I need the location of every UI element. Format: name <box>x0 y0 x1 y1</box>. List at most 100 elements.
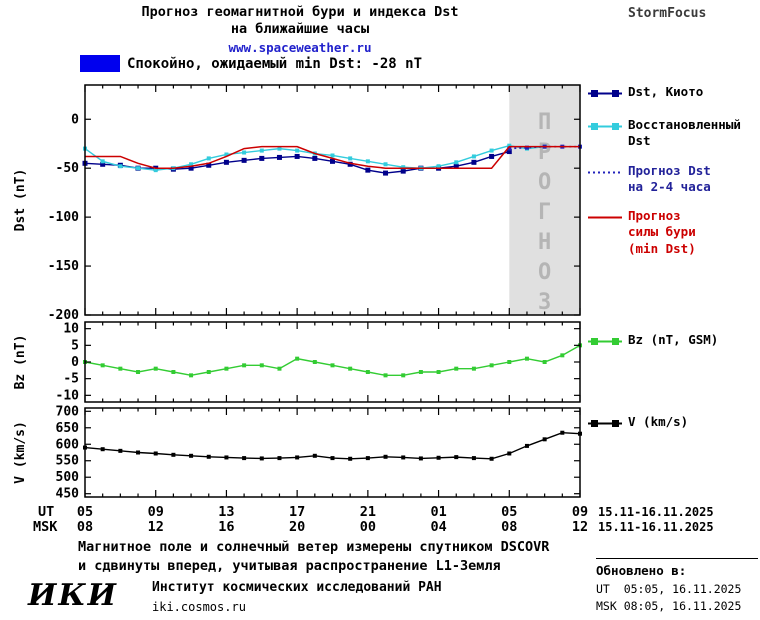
marker-v <box>171 452 176 457</box>
marker-v <box>542 437 547 442</box>
marker-dst-kyoto <box>276 154 282 160</box>
marker-bz <box>206 370 211 374</box>
marker-recon-dst <box>153 168 158 173</box>
data-source-note-line1: Магнитное поле и солнечный ветер измерен… <box>78 539 550 555</box>
panel-frame <box>84 407 581 498</box>
marker-v <box>277 456 282 461</box>
marker-dst-kyoto <box>241 157 247 163</box>
marker-dst-kyoto <box>100 161 106 167</box>
chart-legend: Dst, Киото Восстановленный Dst Прогноз D… <box>588 84 760 257</box>
marker-dst-kyoto <box>330 158 335 164</box>
legend-label-bz: Bz (nT, GSM) <box>628 332 719 347</box>
marker-forecast-dst <box>524 145 529 150</box>
marker-v <box>560 430 565 435</box>
ut-tick-label: 17 <box>289 504 305 520</box>
legend-label-v: V (km/s) <box>628 414 689 429</box>
marker-dst-kyoto <box>400 168 406 174</box>
marker-recon-dst <box>224 152 229 157</box>
series-bz <box>84 344 581 377</box>
date-range-msk: 15.11-16.11.2025 <box>598 520 714 534</box>
brand-label: StormFocus <box>628 6 707 21</box>
y-tick-label: 0 <box>71 112 79 127</box>
marker-bz <box>454 366 459 371</box>
legend-item-forecast-dst: Прогноз Dst на 2-4 часа <box>588 163 760 196</box>
updated-block: Обновлено в: UT 05:05, 16.11.2025 MSK 08… <box>596 558 758 614</box>
marker-v <box>418 456 423 461</box>
marker-dst-kyoto <box>471 159 477 165</box>
panel-frame <box>84 84 581 316</box>
y-tick-label: -100 <box>48 210 79 225</box>
marker-v <box>524 443 529 448</box>
marker-dst-kyoto <box>188 165 194 171</box>
header: Прогноз геомагнитной бури и индекса Dst … <box>60 4 540 55</box>
marker-dst-kyoto <box>489 153 495 159</box>
marker-bz <box>383 373 388 378</box>
marker-bz <box>418 370 423 374</box>
y-tick-label: 550 <box>56 454 80 469</box>
marker-dst-kyoto <box>206 162 212 168</box>
marker-v <box>295 455 300 460</box>
marker-recon-dst <box>295 148 300 153</box>
y-tick-label: 500 <box>56 470 80 485</box>
page-title-line1: Прогноз геомагнитной бури и индекса Dst <box>141 4 459 20</box>
date-range-ut: 15.11-16.11.2025 <box>598 505 714 519</box>
legend-item-dst-kyoto: Dst, Киото <box>588 84 760 104</box>
legend-item-v: V (km/s) <box>588 414 688 434</box>
marker-recon-dst <box>401 165 406 170</box>
forecast-watermark-letter: О <box>538 170 551 195</box>
marker-bz <box>471 366 476 371</box>
marker-recon-dst <box>383 162 388 167</box>
iki-logo: ИКИ <box>28 578 118 613</box>
msk-axis-label: MSK <box>33 519 58 535</box>
legend-item-recon-dst: Восстановленный Dst <box>588 117 760 150</box>
recon-dst-marker-icon <box>588 118 622 137</box>
msk-tick-label: 04 <box>430 519 446 535</box>
marker-dst-kyoto <box>312 155 318 161</box>
marker-bz <box>542 360 547 364</box>
y-tick-label: 10 <box>63 322 79 337</box>
updated-ut: UT 05:05, 16.11.2025 <box>596 582 742 596</box>
legend-label-forecast-dst: Прогноз Dst на 2-4 часа <box>628 162 711 194</box>
v-legend: V (km/s) <box>588 414 688 434</box>
marker-v <box>436 455 441 460</box>
marker-dst-kyoto <box>223 159 229 165</box>
marker-bz <box>171 370 176 374</box>
ut-tick-label: 09 <box>148 504 164 520</box>
marker-forecast-dst <box>507 146 512 151</box>
marker-bz <box>242 363 247 368</box>
marker-bz <box>224 366 229 371</box>
y-axis-title: V (km/s) <box>13 421 28 484</box>
marker-bz <box>100 363 105 368</box>
y-tick-label: -150 <box>48 259 79 274</box>
marker-bz <box>524 356 529 361</box>
y-tick-label: -5 <box>63 372 79 387</box>
institute-url[interactable]: iki.cosmos.ru <box>152 600 246 614</box>
marker-v <box>471 456 476 461</box>
ut-tick-label: 05 <box>501 504 517 520</box>
marker-recon-dst <box>259 148 264 153</box>
marker-v <box>153 451 158 456</box>
marker-recon-dst <box>471 154 476 159</box>
legend-label-recon-dst: Восстановленный Dst <box>628 117 741 149</box>
marker-v <box>242 456 247 461</box>
msk-tick-label: 16 <box>218 519 234 535</box>
marker-dst-kyoto <box>453 163 459 169</box>
y-tick-label: 650 <box>56 421 80 436</box>
forecast-watermark-letter: О <box>538 260 551 285</box>
marker-recon-dst <box>277 146 282 151</box>
iki-logo-text: ИКИ <box>28 578 118 613</box>
msk-tick-label: 12 <box>148 519 164 535</box>
marker-bz <box>436 370 441 374</box>
marker-recon-dst <box>189 162 194 167</box>
site-link[interactable]: www.spaceweather.ru <box>228 39 372 55</box>
series-storm-forecast <box>85 145 580 169</box>
msk-tick-label: 08 <box>77 519 93 535</box>
y-tick-label: -50 <box>56 161 80 176</box>
marker-bz <box>401 373 406 378</box>
forecast-watermark-letter: П <box>538 110 551 135</box>
y-tick-label: 600 <box>56 437 80 452</box>
forecast-dst-marker-icon <box>588 164 622 183</box>
y-tick-label: 700 <box>56 404 80 419</box>
